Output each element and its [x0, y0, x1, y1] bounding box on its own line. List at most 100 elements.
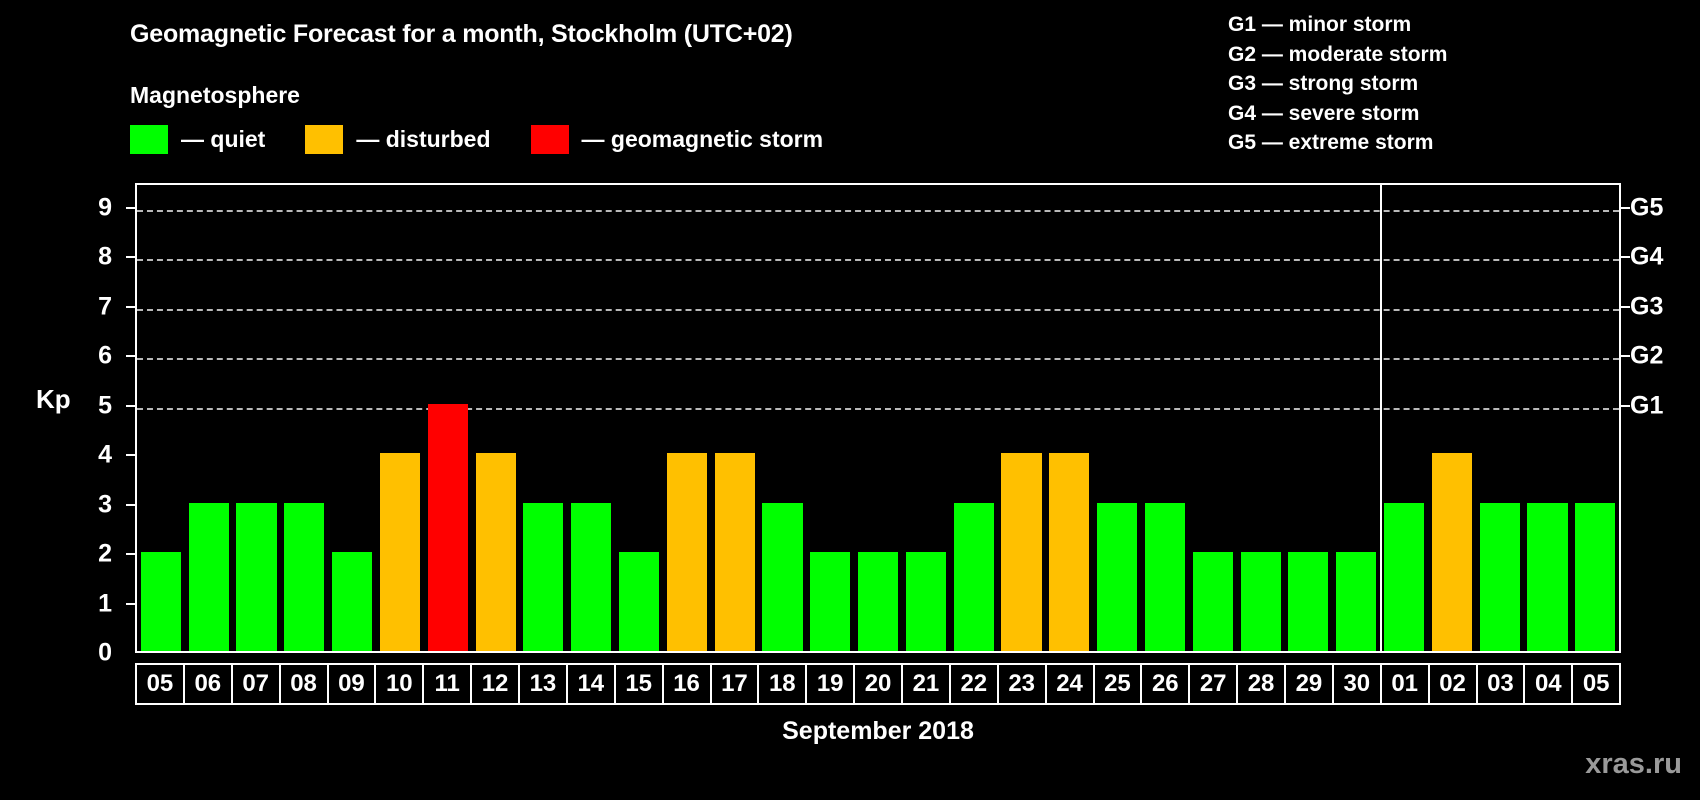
day-label[interactable]: 01 — [1382, 665, 1430, 703]
bar-cell[interactable] — [950, 185, 998, 651]
g-axis-label-G4: G4 — [1630, 242, 1664, 271]
day-label[interactable]: 07 — [233, 665, 281, 703]
day-label[interactable]: 23 — [999, 665, 1047, 703]
bar[interactable] — [1575, 502, 1616, 651]
bar[interactable] — [1288, 552, 1329, 651]
day-label[interactable]: 18 — [759, 665, 808, 703]
day-label[interactable]: 09 — [329, 665, 377, 703]
day-label[interactable]: 22 — [951, 665, 999, 703]
g-axis-tick-G3 — [1619, 305, 1630, 308]
chart-plot-area — [135, 183, 1621, 653]
bar[interactable] — [1527, 502, 1568, 651]
bar[interactable] — [762, 502, 803, 651]
day-label[interactable]: 04 — [1525, 665, 1574, 703]
bar-cell[interactable] — [1476, 185, 1524, 651]
bar-cell[interactable] — [472, 185, 520, 651]
y-tick-mark-5 — [126, 404, 137, 407]
bar[interactable] — [666, 453, 707, 651]
bar[interactable] — [714, 453, 755, 651]
bar-cell[interactable] — [1045, 185, 1093, 651]
bar-cell[interactable] — [567, 185, 615, 651]
bar-cell[interactable] — [280, 185, 328, 651]
bar-cell[interactable] — [1189, 185, 1237, 651]
day-label[interactable]: 05 — [1582, 670, 1610, 697]
bar-cell[interactable] — [1237, 185, 1285, 651]
day-label[interactable]: 17 — [712, 665, 760, 703]
bar-cell[interactable] — [233, 185, 281, 651]
bar[interactable] — [1240, 552, 1281, 651]
day-label[interactable]: 05 — [137, 665, 185, 703]
day-label[interactable]: 06 — [185, 665, 233, 703]
bar[interactable] — [523, 502, 564, 651]
day-label[interactable]: 13 — [520, 665, 568, 703]
bar-cell[interactable] — [902, 185, 950, 651]
bar-cell[interactable] — [1524, 185, 1572, 651]
bar[interactable] — [810, 552, 851, 651]
bar-cell[interactable] — [711, 185, 759, 651]
day-label[interactable]: 21 — [903, 665, 951, 703]
gridline-kp-8 — [137, 259, 1619, 262]
bar-cell[interactable] — [806, 185, 854, 651]
bar[interactable] — [332, 552, 373, 651]
bar[interactable] — [379, 453, 421, 651]
bar[interactable] — [1479, 502, 1520, 651]
day-label[interactable]: 20 — [855, 665, 903, 703]
bar-cell[interactable] — [1332, 185, 1380, 651]
day-label[interactable]: 25 — [1095, 665, 1143, 703]
bar-cell[interactable] — [328, 185, 376, 651]
bar[interactable] — [905, 552, 946, 651]
bar[interactable] — [1192, 552, 1233, 651]
y-tick-mark-1 — [126, 602, 137, 605]
bar-cell[interactable] — [615, 185, 663, 651]
bar[interactable] — [1431, 453, 1472, 651]
day-label[interactable]: 15 — [616, 665, 664, 703]
bar[interactable] — [475, 453, 516, 651]
day-label[interactable]: 27 — [1190, 665, 1239, 703]
bar[interactable] — [953, 502, 994, 651]
bar[interactable] — [1383, 502, 1425, 651]
bar-cell[interactable] — [137, 185, 185, 651]
bar-cell[interactable] — [1141, 185, 1189, 651]
bar[interactable] — [858, 552, 899, 651]
bar[interactable] — [236, 502, 277, 651]
day-label[interactable]: 26 — [1142, 665, 1191, 703]
bar[interactable] — [1001, 453, 1042, 651]
day-label[interactable]: 28 — [1238, 665, 1286, 703]
bar-cell[interactable] — [1428, 185, 1476, 651]
month-separator — [1379, 185, 1382, 651]
bar-cell[interactable] — [185, 185, 233, 651]
bar-cell[interactable] — [1093, 185, 1141, 651]
bar[interactable] — [188, 502, 229, 651]
day-label[interactable]: 14 — [568, 665, 616, 703]
bar-cell[interactable] — [663, 185, 711, 651]
day-label[interactable]: 24 — [1047, 665, 1095, 703]
bar-cell[interactable] — [424, 185, 472, 651]
day-label[interactable]: 11 — [424, 665, 473, 703]
day-label[interactable]: 12 — [472, 665, 520, 703]
bar[interactable] — [1144, 502, 1186, 651]
day-label[interactable]: 16 — [664, 665, 712, 703]
day-label[interactable]: 02 — [1430, 665, 1478, 703]
bar[interactable] — [427, 403, 468, 651]
day-label[interactable]: 19 — [807, 665, 856, 703]
bar[interactable] — [284, 502, 325, 651]
bar[interactable] — [140, 552, 181, 651]
day-label[interactable]: 10 — [376, 665, 425, 703]
bar-cell[interactable] — [376, 185, 424, 651]
bar-cell[interactable] — [854, 185, 902, 651]
bar-cell[interactable] — [520, 185, 568, 651]
bar-cell[interactable] — [1285, 185, 1333, 651]
bar[interactable] — [571, 502, 612, 651]
day-label[interactable]: 03 — [1478, 665, 1526, 703]
bar[interactable] — [1097, 502, 1138, 651]
bar-cell[interactable] — [1380, 185, 1428, 651]
bar-cell[interactable] — [998, 185, 1046, 651]
day-label[interactable]: 29 — [1286, 665, 1334, 703]
bar-cell[interactable] — [1571, 185, 1619, 651]
bar[interactable] — [618, 552, 660, 651]
bar[interactable] — [1336, 552, 1377, 651]
day-label[interactable]: 30 — [1334, 665, 1382, 703]
bar-cell[interactable] — [759, 185, 807, 651]
day-label[interactable]: 08 — [281, 665, 329, 703]
bar[interactable] — [1049, 453, 1090, 651]
